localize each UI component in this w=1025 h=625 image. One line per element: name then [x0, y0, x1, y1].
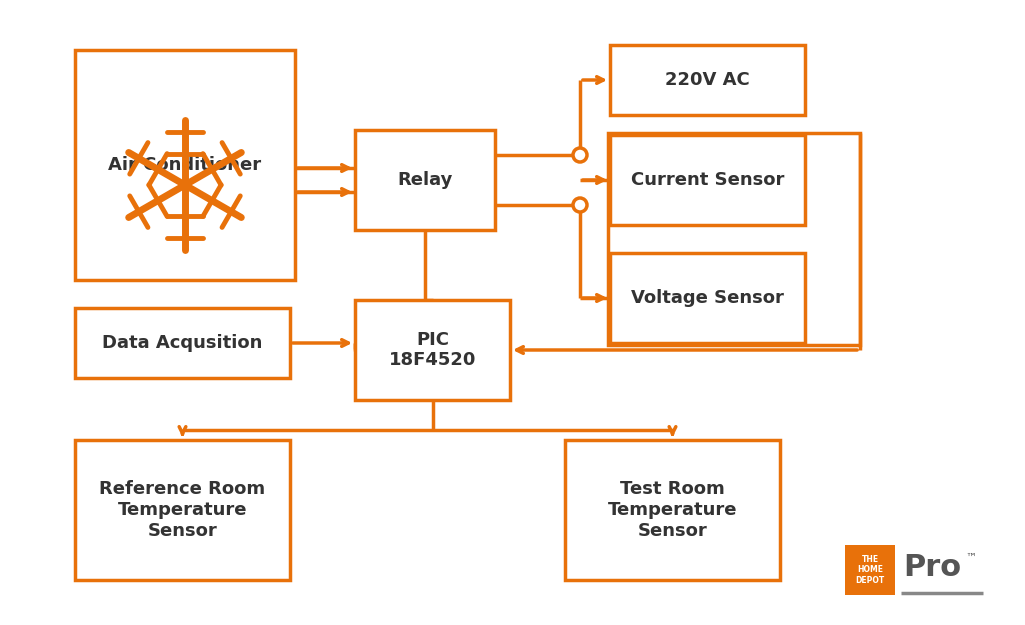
Text: Test Room
Temperature
Sensor: Test Room Temperature Sensor: [608, 480, 737, 540]
Text: Relay: Relay: [398, 171, 453, 189]
Text: PIC
18F4520: PIC 18F4520: [388, 331, 477, 369]
Text: Voltage Sensor: Voltage Sensor: [631, 289, 784, 307]
FancyBboxPatch shape: [355, 130, 495, 230]
FancyBboxPatch shape: [610, 135, 805, 225]
FancyBboxPatch shape: [610, 45, 805, 115]
Circle shape: [573, 148, 587, 162]
Text: Pro: Pro: [903, 553, 961, 582]
Text: Reference Room
Temperature
Sensor: Reference Room Temperature Sensor: [99, 480, 265, 540]
FancyBboxPatch shape: [75, 50, 295, 280]
FancyBboxPatch shape: [355, 300, 510, 400]
Circle shape: [573, 198, 587, 212]
FancyBboxPatch shape: [75, 308, 290, 378]
FancyBboxPatch shape: [845, 545, 895, 595]
Text: Data Acqusition: Data Acqusition: [102, 334, 262, 352]
Text: Current Sensor: Current Sensor: [630, 171, 784, 189]
Text: 220V AC: 220V AC: [665, 71, 750, 89]
Text: ™: ™: [965, 553, 976, 563]
Text: THE
HOME
DEPOT: THE HOME DEPOT: [856, 555, 885, 585]
Text: Air Conditioner: Air Conditioner: [109, 156, 261, 174]
FancyBboxPatch shape: [610, 253, 805, 343]
FancyBboxPatch shape: [75, 440, 290, 580]
FancyBboxPatch shape: [565, 440, 780, 580]
